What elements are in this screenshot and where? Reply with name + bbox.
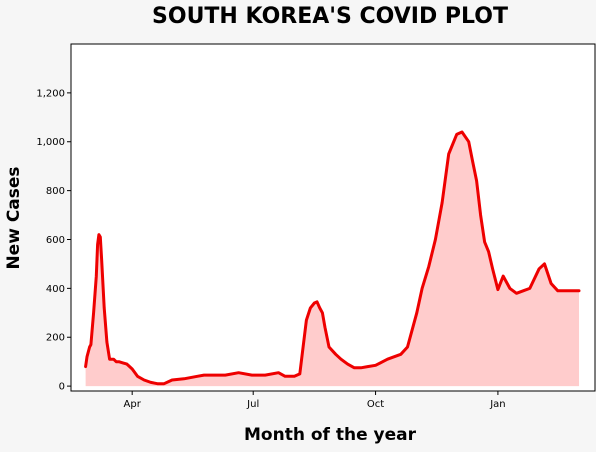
- x-tick-label: Jul: [246, 399, 259, 410]
- x-axis-label: Month of the year: [244, 425, 416, 445]
- x-tick-label: Jan: [489, 399, 505, 410]
- x-tick-label: Apr: [124, 399, 142, 410]
- chart-title: SOUTH KOREA'S COVID PLOT: [152, 4, 508, 29]
- y-tick-label: 400: [46, 284, 65, 295]
- series-area-0: [85, 132, 580, 387]
- y-tick-label: 200: [46, 333, 65, 344]
- y-tick-label: 0: [59, 382, 65, 393]
- y-tick-label: 800: [46, 186, 65, 197]
- y-tick-label: 1,000: [36, 137, 65, 148]
- series-line-0: [84, 130, 581, 386]
- y-tick-label: 1,200: [36, 88, 65, 99]
- x-tick-label: Oct: [367, 399, 384, 410]
- y-tick-label: 600: [46, 235, 65, 246]
